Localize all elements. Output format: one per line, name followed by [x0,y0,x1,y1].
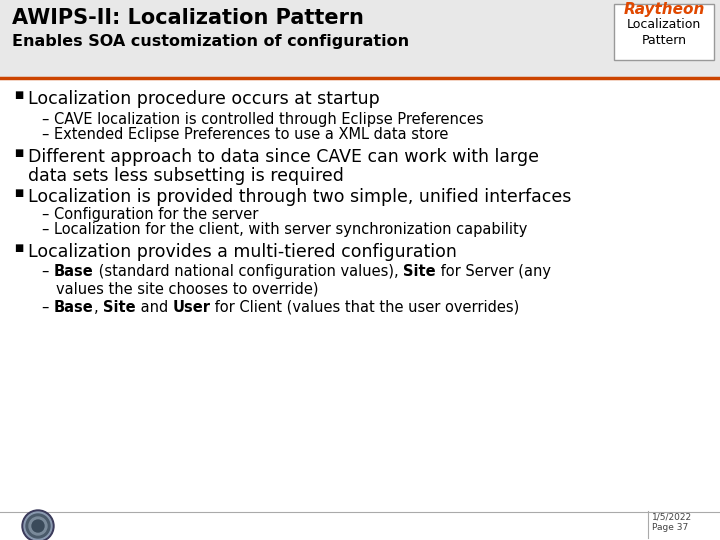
Text: Base: Base [54,264,94,279]
Text: AWIPS-II: Localization Pattern: AWIPS-II: Localization Pattern [12,8,364,28]
Text: (standard national configuration values),: (standard national configuration values)… [94,264,403,279]
Circle shape [26,514,50,538]
Text: Localization is provided through two simple, unified interfaces: Localization is provided through two sim… [28,188,572,206]
Text: Base: Base [54,300,94,315]
Text: – Configuration for the server: – Configuration for the server [42,207,258,222]
Text: and: and [135,300,173,315]
Text: Localization procedure occurs at startup: Localization procedure occurs at startup [28,90,379,108]
Text: Site: Site [403,264,436,279]
Circle shape [24,512,52,540]
Bar [0,0,720,78]
Text: Localization provides a multi-tiered configuration: Localization provides a multi-tiered con… [28,243,457,261]
Text: –: – [42,300,54,315]
Text: Enables SOA customization of configuration: Enables SOA customization of configurati… [12,34,409,49]
Text: Different approach to data since CAVE can work with large: Different approach to data since CAVE ca… [28,148,539,166]
Bar [614,4,714,60]
Text: Raytheon: Raytheon [624,2,705,17]
Circle shape [29,517,47,535]
Text: Localization: Localization [627,18,701,31]
Text: ■: ■ [14,243,23,253]
Text: User: User [173,300,210,315]
Text: – Localization for the client, with server synchronization capability: – Localization for the client, with serv… [42,222,527,237]
Text: ■: ■ [14,188,23,198]
Text: Site: Site [103,300,135,315]
Text: values the site chooses to override): values the site chooses to override) [56,281,318,296]
Text: –: – [42,264,54,279]
Text: for Client (values that the user overrides): for Client (values that the user overrid… [210,300,520,315]
Text: for Server (any: for Server (any [436,264,551,279]
Circle shape [22,510,54,540]
Text: ■: ■ [14,148,23,158]
Text: Pattern: Pattern [642,34,686,47]
Text: – Extended Eclipse Preferences to use a XML data store: – Extended Eclipse Preferences to use a … [42,127,449,142]
Circle shape [32,520,44,532]
Text: data sets less subsetting is required: data sets less subsetting is required [28,167,344,185]
Text: Page 37: Page 37 [652,523,688,532]
Text: ,: , [94,300,103,315]
Text: – CAVE localization is controlled through Eclipse Preferences: – CAVE localization is controlled throug… [42,112,484,127]
Text: 1/5/2022: 1/5/2022 [652,513,692,522]
Text: ■: ■ [14,90,23,100]
